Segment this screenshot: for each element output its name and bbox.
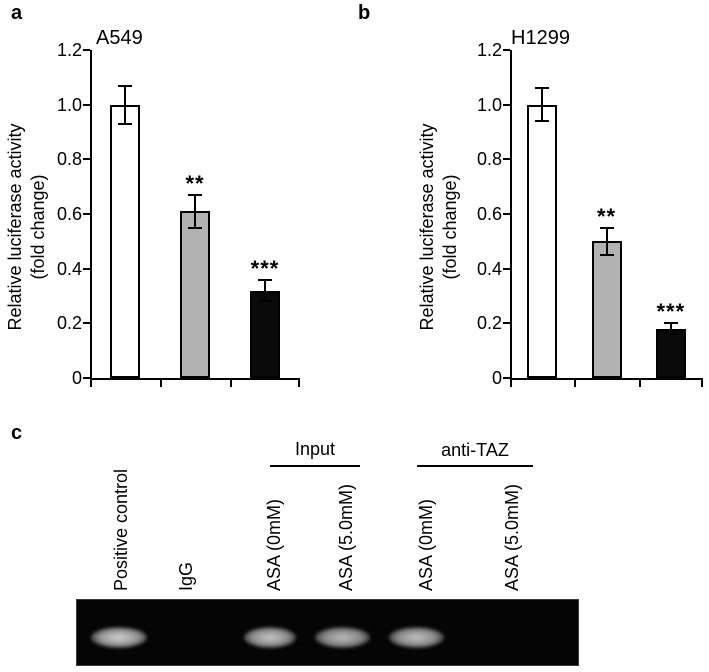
y-tick-label: 0.6 <box>56 204 82 224</box>
chart-title-h1299: H1299 <box>511 27 570 49</box>
error-bar-cap-top <box>663 322 678 325</box>
y-tick <box>83 267 90 270</box>
x-tick <box>638 378 641 387</box>
significance-label: ** <box>596 203 617 229</box>
y-tick-label: 1.0 <box>56 94 82 115</box>
y-tick-label: 0.8 <box>476 149 502 170</box>
lane-label: ASA (0mM) <box>264 498 284 591</box>
x-tick <box>160 378 162 387</box>
chart-title-a549: A549 <box>96 27 143 49</box>
y-tick-label: 0 <box>491 368 502 388</box>
group-underline-anti-taz <box>417 465 533 467</box>
x-tick <box>574 378 577 387</box>
x-tick <box>230 378 232 387</box>
bar <box>655 328 686 378</box>
y-tick-label: 0.4 <box>476 258 502 279</box>
y-axis-label-a-line1: Relative luciferase activity <box>5 123 25 331</box>
error-bar <box>194 194 196 228</box>
bar <box>591 241 622 378</box>
y-tick <box>83 213 90 215</box>
x-axis-line <box>510 378 703 380</box>
bar <box>180 211 210 378</box>
panel-label-c: c <box>11 422 23 444</box>
y-tick-label: 0.2 <box>476 313 502 334</box>
bar-chart-h1299: 0 0.2 0.4 0.6 0.8 1.0 1.2 ** *** <box>477 40 703 388</box>
significance-label: ** <box>185 170 205 196</box>
bar-chart-a549: 0 0.2 0.4 0.6 0.8 1.0 1.2 ** *** <box>57 40 300 388</box>
error-bar-cap-bottom <box>535 120 550 123</box>
y-tick-label: 0.6 <box>476 204 502 224</box>
bar <box>110 104 140 378</box>
panel-label-a: a <box>11 2 23 24</box>
error-bar-cap-bottom <box>663 333 678 336</box>
error-bar-cap-bottom <box>188 226 202 229</box>
y-tick <box>503 213 510 215</box>
error-bar <box>264 279 266 302</box>
lane-label: ASA (5.0mM) <box>336 483 356 591</box>
y-tick <box>83 49 90 51</box>
error-bar-cap-bottom <box>599 254 614 256</box>
y-tick-label: 0 <box>71 368 82 388</box>
error-bar <box>541 88 544 122</box>
y-axis-label-b: Relative luciferase activity (fold chang… <box>416 57 462 397</box>
y-tick <box>503 49 510 51</box>
group-header-input: Input <box>294 439 336 459</box>
bar <box>250 290 280 378</box>
x-axis-line <box>90 378 300 380</box>
error-bar-cap-top <box>599 226 614 229</box>
lane-label: Positive control <box>111 468 131 591</box>
y-tick <box>503 158 510 161</box>
y-tick-label: 1.2 <box>476 40 502 60</box>
gel-blot <box>76 599 579 666</box>
y-tick-label: 0.2 <box>56 313 82 334</box>
y-tick <box>503 267 510 270</box>
y-tick <box>503 103 510 106</box>
y-tick <box>83 158 90 161</box>
bar <box>527 104 558 378</box>
error-bar-cap-top <box>258 278 272 281</box>
y-tick <box>503 322 510 325</box>
gel-band <box>314 626 370 648</box>
y-tick-label: 1.0 <box>476 94 502 115</box>
panel-label-b: b <box>358 2 371 24</box>
error-bar <box>124 85 126 124</box>
significance-label: *** <box>656 299 686 325</box>
y-tick <box>503 377 510 379</box>
error-bar-cap-bottom <box>118 122 132 125</box>
y-axis-label-b-line1: Relative luciferase activity <box>417 123 437 331</box>
error-bar-cap-top <box>188 193 202 196</box>
x-tick <box>90 378 92 387</box>
gel-band <box>244 626 296 648</box>
y-tick <box>83 322 90 325</box>
y-tick <box>83 377 90 379</box>
error-bar <box>669 323 672 335</box>
error-bar-cap-top <box>118 84 132 87</box>
lane-label: IgG <box>176 561 196 591</box>
y-axis-line <box>510 50 512 380</box>
error-bar <box>605 227 608 255</box>
y-tick-label: 0.4 <box>56 258 82 279</box>
y-tick <box>83 103 90 106</box>
y-axis-line <box>90 50 92 380</box>
lane-label: ASA (0mM) <box>416 498 436 591</box>
group-header-anti-taz: anti-TAZ <box>441 440 509 460</box>
significance-label: *** <box>250 255 280 281</box>
gel-band <box>388 626 444 648</box>
x-tick <box>298 378 300 387</box>
y-tick-label: 1.2 <box>56 40 82 60</box>
error-bar-cap-bottom <box>258 300 272 303</box>
x-tick <box>510 378 512 387</box>
error-bar-cap-top <box>535 87 550 90</box>
lane-label: ASA (5.0mM) <box>502 483 522 591</box>
y-axis-label-b-line2: (fold change) <box>440 174 460 280</box>
gel-band <box>91 626 147 648</box>
group-underline-input <box>270 465 360 467</box>
y-tick-label: 0.8 <box>56 149 82 170</box>
x-tick <box>701 378 703 387</box>
